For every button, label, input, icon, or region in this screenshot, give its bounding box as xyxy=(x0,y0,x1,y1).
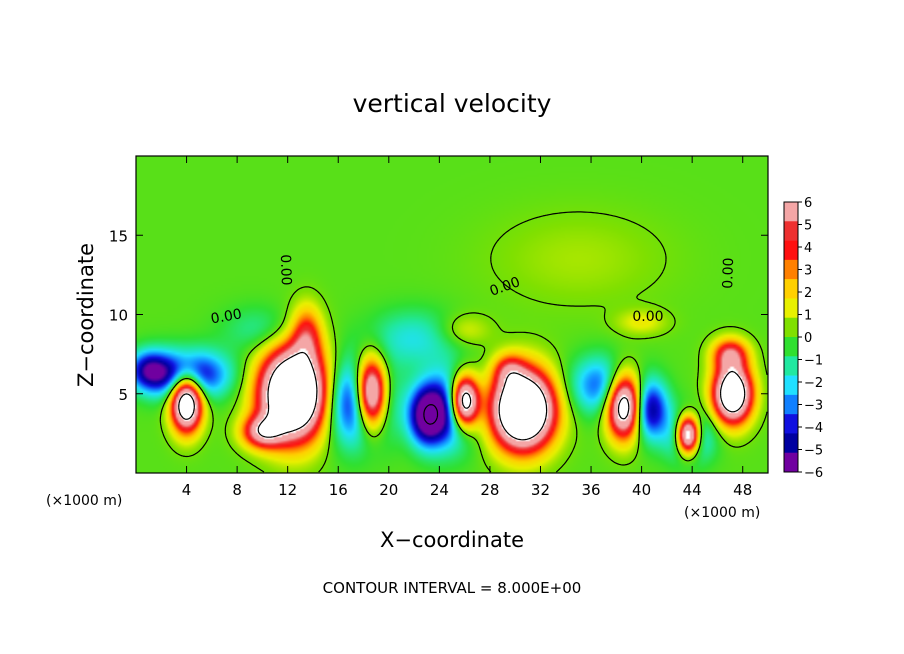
colorbar-swatch xyxy=(784,279,798,299)
x-tick-label: 28 xyxy=(480,481,499,499)
x-tick-label: 36 xyxy=(581,481,600,499)
colorbar-label: 6 xyxy=(804,196,812,211)
colorbar-swatch xyxy=(784,298,798,319)
x-tick-label: 12 xyxy=(278,481,297,499)
y-tick-label: 15 xyxy=(109,227,128,245)
colorbar-labels: 6 5 4 3 2 1 0 −1 −2 −3 −4 −5 −6 xyxy=(798,196,823,481)
colorbar-label: 3 xyxy=(804,264,812,279)
x-tick-label: 16 xyxy=(329,481,348,499)
x-tick-label: 4 xyxy=(182,481,192,499)
x-tick-label: 40 xyxy=(632,481,651,499)
y-tick-label: 5 xyxy=(118,386,128,404)
colorbar-label: −3 xyxy=(804,399,823,414)
colorbar-label: 2 xyxy=(804,286,812,301)
colorbar-swatch xyxy=(784,221,798,241)
x-tick-label: 48 xyxy=(733,481,752,499)
chart-title: vertical velocity xyxy=(353,89,552,118)
y-axis-ticks: 5 10 15 xyxy=(109,227,768,404)
x-tick-label: 44 xyxy=(683,481,702,499)
colorbar-swatch xyxy=(784,356,798,376)
colorbar-swatch xyxy=(784,375,798,396)
x-tick-label: 8 xyxy=(232,481,242,499)
y-axis-label: Z−coordinate xyxy=(74,243,98,387)
colorbar: 6 5 4 3 2 1 0 −1 −2 −3 −4 −5 −6 xyxy=(783,196,823,481)
colorbar-swatch xyxy=(784,337,798,357)
x-tick-label: 32 xyxy=(531,481,550,499)
colorbar-label: −5 xyxy=(804,444,823,459)
colorbar-label: −6 xyxy=(804,466,823,481)
colorbar-label: −1 xyxy=(804,354,823,369)
contour-line xyxy=(159,211,768,473)
contour-line xyxy=(178,351,746,441)
y-tick-label: 10 xyxy=(109,307,128,325)
colorbar-swatch xyxy=(784,394,798,415)
x-tick-label: 24 xyxy=(430,481,449,499)
colorbar-label: 1 xyxy=(804,309,812,324)
colorbar-swatches xyxy=(784,202,798,473)
contour-label: 0.00 xyxy=(632,309,663,325)
colorbar-swatch xyxy=(784,202,798,222)
colorbar-swatch xyxy=(784,240,798,261)
colorbar-swatch xyxy=(784,452,798,473)
x-axis-ticks: 4 8 12 16 20 24 28 32 36 40 44 48 xyxy=(182,156,752,499)
colorbar-swatch xyxy=(784,259,798,280)
colorbar-label: 0 xyxy=(804,331,812,346)
contour-labels: 0.000.000.000.000.00 xyxy=(210,254,738,327)
contour-interval-note: CONTOUR INTERVAL = 8.000E+00 xyxy=(323,579,582,597)
contour-label: 0.00 xyxy=(210,306,243,327)
x-tick-label: 20 xyxy=(379,481,398,499)
colorbar-label: −4 xyxy=(804,421,823,436)
contour-line-negative xyxy=(423,404,439,425)
colorbar-label: −2 xyxy=(804,376,823,391)
contour-label: 0.00 xyxy=(720,257,737,289)
colorbar-swatch xyxy=(784,317,798,338)
contour-lines xyxy=(159,211,768,473)
x-unit-label-right: (×1000 m) xyxy=(684,505,760,521)
contour-label: 0.00 xyxy=(277,254,294,286)
colorbar-swatch xyxy=(784,414,798,434)
x-unit-label-left: (×1000 m) xyxy=(46,493,122,509)
colorbar-label: 4 xyxy=(804,241,812,256)
x-axis-label: X−coordinate xyxy=(380,528,524,552)
colorbar-swatch xyxy=(784,433,798,454)
colorbar-label: 5 xyxy=(804,219,812,234)
velocity-heatmap xyxy=(136,156,768,473)
